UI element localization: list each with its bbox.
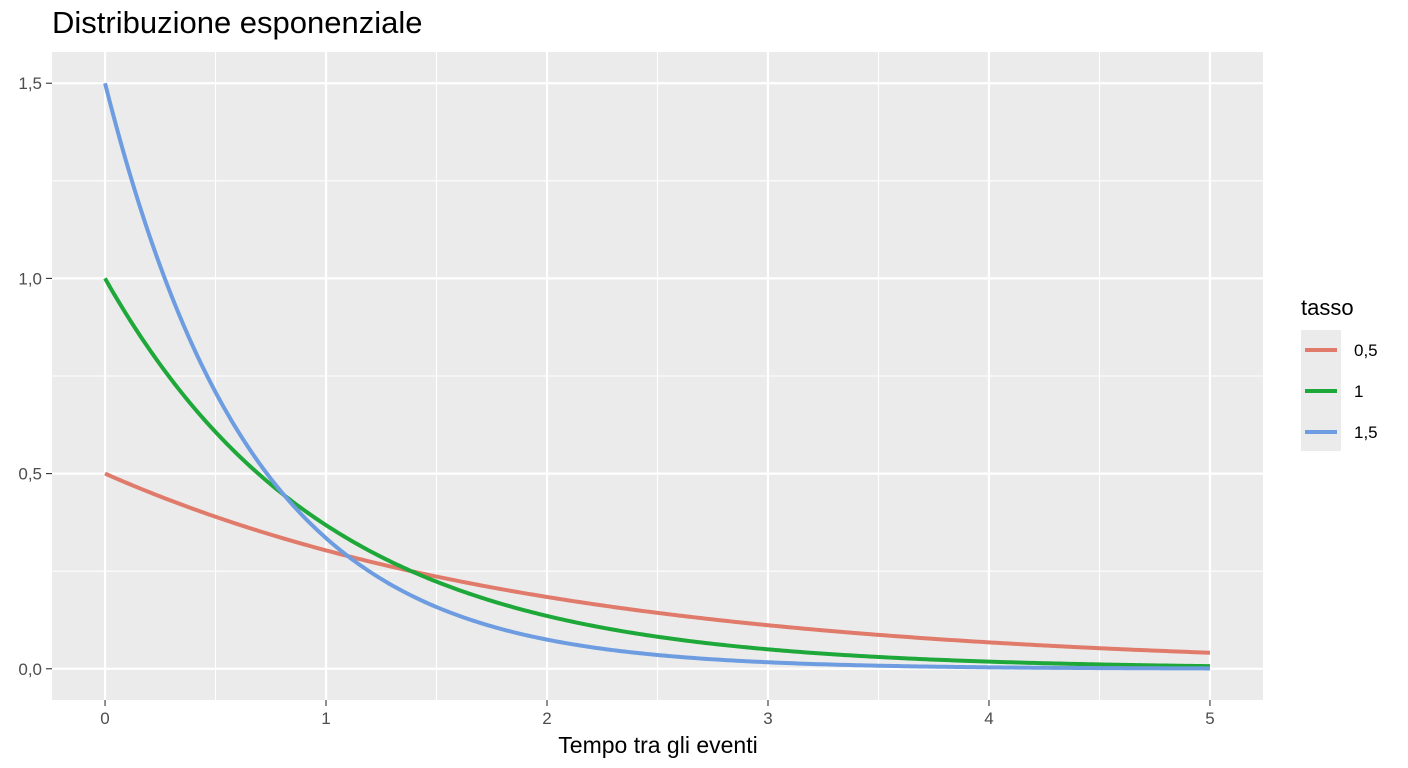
x-tick-label: 1 <box>321 709 330 728</box>
y-tick-label: 1,5 <box>18 74 42 93</box>
legend-label: 0,5 <box>1354 341 1378 360</box>
legend-label: 1,5 <box>1354 423 1378 442</box>
x-tick-label: 4 <box>984 709 993 728</box>
grid-major <box>52 52 1263 700</box>
series-lines <box>103 82 1211 671</box>
legend-items: 0,5 1 1,5 <box>1305 341 1378 442</box>
y-tick-label: 1,0 <box>18 269 42 288</box>
x-axis: 0 1 2 3 4 5 <box>100 700 1215 728</box>
y-axis: 0,0 0,5 1,0 1,5 <box>18 74 52 679</box>
x-axis-title: Tempo tra gli eventi <box>558 732 757 758</box>
legend-label: 1 <box>1354 382 1363 401</box>
legend: tasso 0,5 1 1,5 <box>1301 295 1378 451</box>
series-line-0-5 <box>104 471 1211 655</box>
legend-title: tasso <box>1301 295 1354 320</box>
x-tick-label: 0 <box>100 709 109 728</box>
x-tick-label: 2 <box>542 709 551 728</box>
grid-minor <box>52 52 1263 700</box>
x-tick-label: 5 <box>1205 709 1214 728</box>
y-tick-label: 0,0 <box>18 660 42 679</box>
series-line-1-5 <box>103 82 1210 671</box>
x-tick-label: 3 <box>763 709 772 728</box>
y-tick-label: 0,5 <box>18 465 42 484</box>
chart-title: Distribuzione esponenziale <box>52 5 423 40</box>
